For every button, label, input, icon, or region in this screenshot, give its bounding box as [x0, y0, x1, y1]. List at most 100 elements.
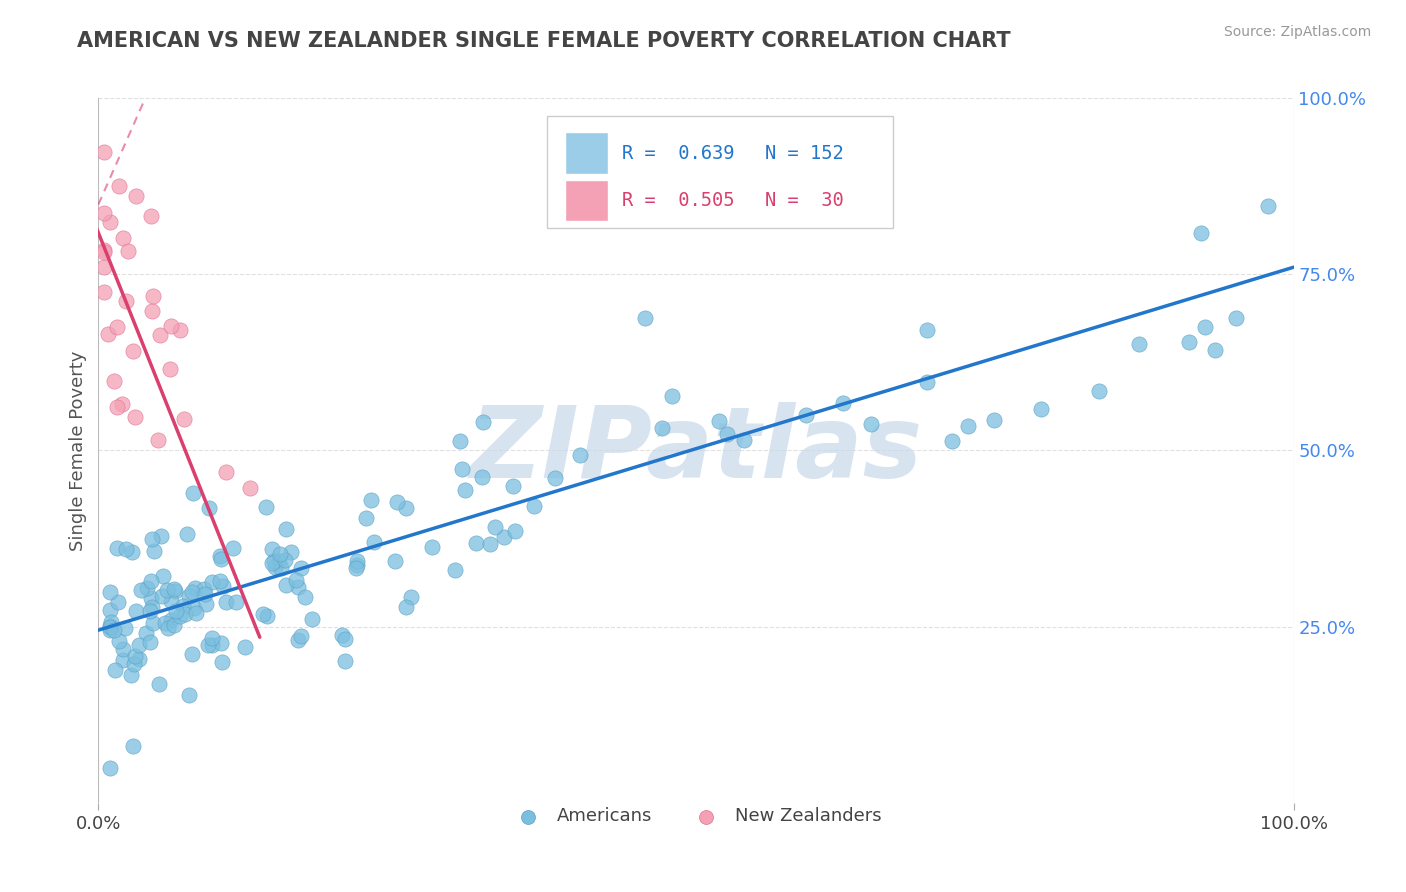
Point	[139, 209, 162, 223]
Point	[98, 620, 122, 634]
Point	[263, 554, 285, 568]
Point	[181, 486, 204, 500]
Point	[450, 462, 472, 476]
Point	[201, 638, 224, 652]
Point	[138, 604, 160, 618]
Point	[93, 243, 115, 257]
Point	[363, 535, 385, 549]
Point	[125, 603, 148, 617]
Point	[93, 285, 115, 299]
Point	[100, 615, 122, 629]
Y-axis label: Single Female Poverty: Single Female Poverty	[69, 351, 87, 550]
Point	[796, 409, 818, 423]
Point	[98, 624, 122, 638]
Point	[957, 418, 980, 433]
Point	[142, 544, 165, 558]
Point	[290, 629, 312, 643]
Point	[105, 541, 128, 556]
Point	[502, 479, 524, 493]
Point	[208, 549, 231, 563]
Point	[112, 231, 135, 245]
Point	[1178, 334, 1201, 349]
Point	[136, 581, 159, 595]
Point	[141, 574, 163, 589]
Point	[160, 613, 183, 627]
Point	[172, 599, 194, 613]
Point	[444, 563, 467, 577]
Point	[420, 540, 443, 554]
Point	[260, 556, 283, 570]
Point	[215, 465, 238, 479]
Point	[915, 323, 938, 337]
Point	[98, 603, 122, 617]
Point	[395, 501, 418, 516]
Point	[181, 647, 204, 661]
Point	[287, 580, 309, 594]
Point	[634, 311, 657, 326]
Point	[484, 520, 506, 534]
Point	[169, 609, 191, 624]
Point	[290, 561, 312, 575]
Point	[93, 260, 115, 274]
Point	[183, 601, 205, 615]
Point	[211, 656, 233, 670]
Text: R =  0.639: R = 0.639	[621, 144, 734, 162]
Point	[120, 667, 142, 681]
Point	[733, 433, 755, 447]
Point	[1194, 320, 1216, 334]
Point	[114, 620, 136, 634]
Point	[169, 323, 191, 337]
Point	[301, 612, 323, 626]
Point	[252, 607, 274, 621]
Point	[124, 409, 146, 424]
Point	[707, 414, 730, 428]
Point	[122, 657, 145, 671]
Point	[103, 623, 125, 637]
Point	[107, 595, 129, 609]
Point	[449, 434, 471, 448]
Point	[115, 542, 138, 557]
Point	[294, 590, 316, 604]
Point	[176, 527, 198, 541]
Point	[212, 579, 235, 593]
Point	[344, 560, 367, 574]
Point	[142, 616, 165, 631]
Point	[471, 415, 494, 429]
Point	[186, 606, 208, 620]
Point	[254, 500, 277, 515]
Point	[280, 545, 302, 559]
Point	[157, 621, 180, 635]
Point	[173, 411, 195, 425]
Point	[470, 470, 492, 484]
Point	[385, 495, 408, 509]
Point	[1088, 384, 1111, 399]
Text: AMERICAN VS NEW ZEALANDER SINGLE FEMALE POVERTY CORRELATION CHART: AMERICAN VS NEW ZEALANDER SINGLE FEMALE …	[77, 31, 1011, 51]
Point	[111, 653, 134, 667]
Point	[1257, 199, 1279, 213]
Point	[150, 589, 173, 603]
Point	[135, 626, 157, 640]
Point	[141, 532, 163, 546]
Point	[523, 499, 546, 513]
Point	[270, 561, 292, 575]
Point	[1225, 310, 1247, 325]
Point	[384, 554, 406, 568]
Text: ZIPatlas: ZIPatlas	[470, 402, 922, 499]
Point	[269, 547, 291, 561]
Point	[262, 541, 284, 556]
Point	[478, 537, 501, 551]
Point	[139, 591, 162, 606]
Point	[269, 554, 291, 568]
Point	[256, 609, 278, 624]
Point	[93, 206, 115, 220]
Point	[197, 638, 219, 652]
Point	[915, 376, 938, 390]
Point	[651, 421, 673, 435]
Point	[831, 395, 853, 409]
Point	[122, 343, 145, 358]
Point	[360, 493, 382, 508]
Point	[330, 628, 353, 642]
Point	[233, 640, 256, 654]
Point	[395, 599, 418, 614]
Point	[98, 618, 122, 632]
